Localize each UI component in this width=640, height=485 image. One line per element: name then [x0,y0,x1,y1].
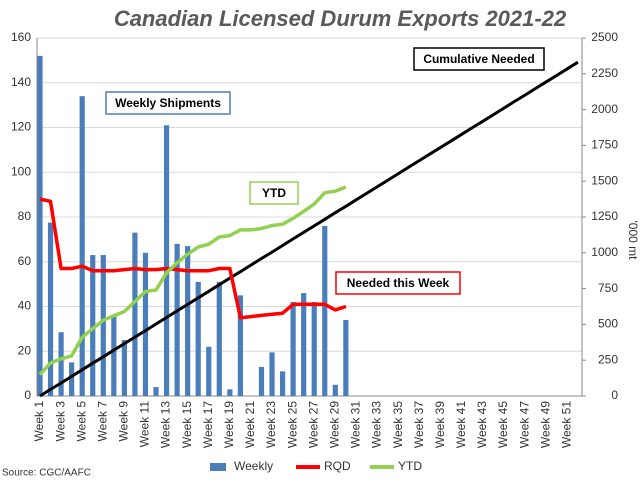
x-tick-label: Week 51 [560,401,574,448]
x-tick-label: Week 23 [264,401,278,448]
y-tick-label: 0 [24,388,31,402]
y2-tick-label: 1000 [591,245,618,259]
bar [69,362,75,396]
x-tick-label: Week 27 [306,401,320,448]
x-tick-label: Week 45 [496,401,510,448]
line [38,185,347,376]
bar [279,371,286,396]
annotation-box [413,47,545,71]
y-tick-label: 140 [11,75,31,89]
bar [322,225,328,396]
y-tick-label: 120 [11,120,31,134]
annotation-box [335,271,461,295]
x-tick-label: Week 7 [95,401,109,442]
x-tick-label: Week 1 [32,401,46,442]
bar [343,319,349,396]
legend-label: Weekly [234,459,273,473]
legend-label: YTD [398,459,422,473]
annotation: Cumulative Needed [423,52,534,66]
bar [163,125,170,396]
bar [311,302,317,396]
y2-tick-label: 500 [598,317,618,331]
x-tick-label: Week 49 [538,401,552,448]
x-tick-label: Week 9 [117,401,131,442]
legend-swatch [210,463,226,471]
x-tick-label: Week 13 [159,401,173,448]
y2-tick-label: 2000 [591,102,618,116]
y2-tick-label: 1500 [591,173,618,187]
source: Source: CGC/AAFC [2,468,91,479]
legend-label: RQD [324,459,351,473]
bar [301,293,307,396]
bar [132,232,138,396]
bar [153,387,159,396]
y2-tick-label: 0 [611,388,618,402]
x-tick-label: Week 17 [201,401,215,448]
bar [185,246,191,396]
bar [290,302,296,396]
bar [90,255,96,396]
annotation-box [249,181,299,205]
x-tick-label: Week 43 [475,401,489,448]
x-tick-label: Week 25 [285,401,299,448]
x-tick-label: Week 11 [138,401,152,448]
bar [237,295,243,396]
x-tick-label: Week 39 [433,401,447,448]
x-tick-label: Week 19 [222,401,236,448]
bar [47,222,54,396]
y-tick-label: 60 [18,254,32,268]
bar [58,332,64,396]
bar [111,315,117,396]
bar [206,346,212,396]
line [39,197,347,320]
bar [332,384,338,396]
bar [195,281,201,396]
y2-tick-label: 1750 [591,138,618,152]
x-tick-label: Week 29 [327,401,341,448]
x-tick-label: Week 5 [74,401,88,442]
y-tick-label: 100 [11,164,31,178]
bar [227,389,233,396]
y2-tick-label: 250 [598,352,618,366]
annotation: YTD [262,186,286,200]
bar [79,96,85,397]
y2-tick-label: 2500 [591,30,618,44]
bar [258,366,265,396]
chart-title: Canadian Licensed Durum Exports 2021-22 [114,6,567,31]
x-tick-label: Week 15 [180,401,194,448]
annotation-box [105,91,231,115]
x-tick-label: Week 35 [391,401,405,448]
x-tick-label: Week 21 [243,401,257,448]
bar [216,281,222,396]
x-tick-label: Week 31 [349,401,363,448]
x-tick-label: Week 33 [370,401,384,448]
bar [142,252,149,396]
reference-line [39,60,579,398]
x-tick-label: Week 41 [454,401,468,448]
bar [174,243,180,396]
y-tick-label: 160 [11,30,31,44]
y2-tick-label: 750 [598,281,618,295]
y2-tick-label: 2250 [591,66,618,80]
y-tick-label: 80 [18,209,32,223]
y2-axis-label: '000 mt [626,221,640,261]
annotation: Needed this Week [347,276,450,290]
x-tick-label: Week 37 [412,401,426,448]
bar [121,340,127,396]
bar [37,55,43,397]
bar [100,255,106,396]
annotation: Weekly Shipments [115,96,221,110]
bar [269,352,275,396]
y-tick-label: 40 [18,299,32,313]
y-tick-label: 20 [18,343,32,357]
x-tick-label: Week 47 [517,401,531,448]
x-tick-label: Week 3 [53,401,67,442]
y2-tick-label: 1250 [591,209,618,223]
